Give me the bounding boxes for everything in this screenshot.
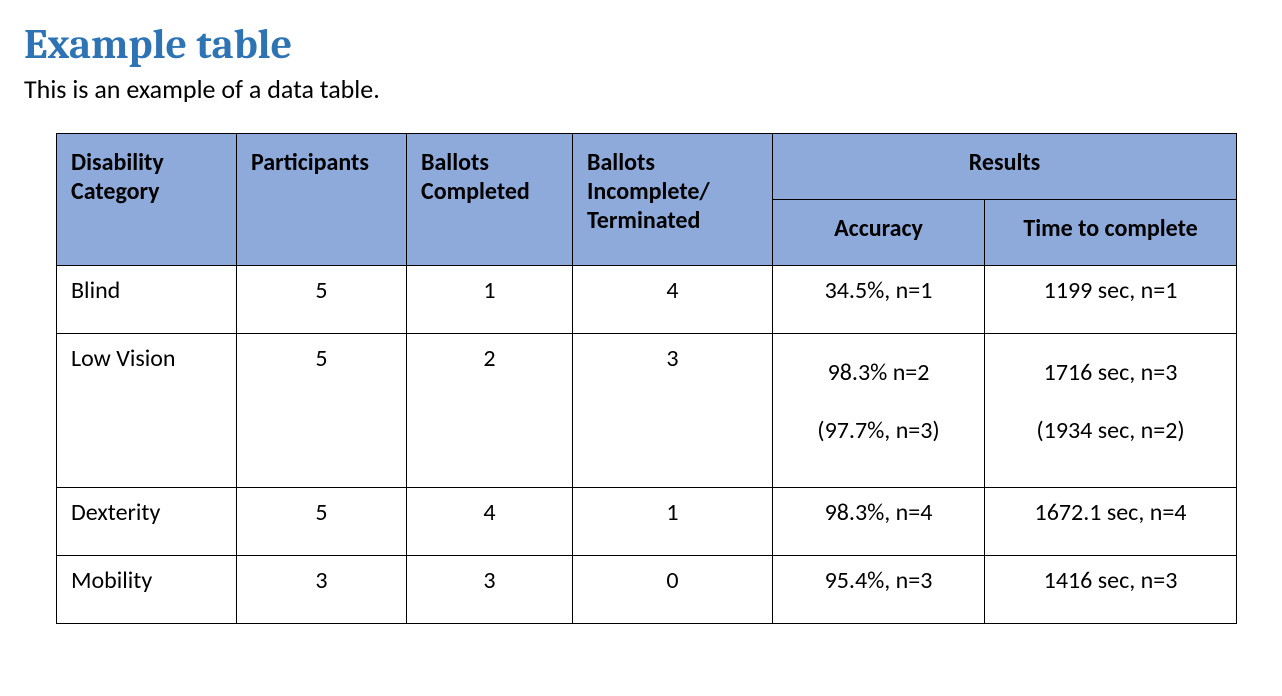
cell-accuracy: 95.4%, n=3 — [773, 556, 985, 624]
col-header-completed: Ballots Completed — [407, 134, 573, 266]
cell-time: 1199 sec, n=1 — [985, 266, 1237, 334]
table-row: Dexterity 5 4 1 98.3%, n=4 1672.1 sec, n… — [57, 488, 1237, 556]
table-row: Blind 5 1 4 34.5%, n=1 1199 sec, n=1 — [57, 266, 1237, 334]
cell-time: 1416 sec, n=3 — [985, 556, 1237, 624]
cell-category: Low Vision — [57, 334, 237, 488]
page-subtitle: This is an example of a data table. — [24, 73, 1258, 105]
col-header-time: Time to complete — [985, 200, 1237, 266]
cell-completed: 1 — [407, 266, 573, 334]
cell-category: Mobility — [57, 556, 237, 624]
table-row: Low Vision 5 2 3 98.3% n=2(97.7%, n=3) 1… — [57, 334, 1237, 488]
page-heading: Example table — [24, 20, 1258, 69]
cell-incomplete: 0 — [573, 556, 773, 624]
cell-time: 1672.1 sec, n=4 — [985, 488, 1237, 556]
table-body: Blind 5 1 4 34.5%, n=1 1199 sec, n=1 Low… — [57, 266, 1237, 624]
col-header-accuracy: Accuracy — [773, 200, 985, 266]
cell-incomplete: 3 — [573, 334, 773, 488]
cell-completed: 4 — [407, 488, 573, 556]
cell-incomplete: 4 — [573, 266, 773, 334]
table-row: Mobility 3 3 0 95.4%, n=3 1416 sec, n=3 — [57, 556, 1237, 624]
col-header-results: Results — [773, 134, 1237, 200]
table-header-row-1: Disability Category Participants Ballots… — [57, 134, 1237, 200]
cell-accuracy: 98.3%, n=4 — [773, 488, 985, 556]
cell-time: 1716 sec, n=3(1934 sec, n=2) — [985, 334, 1237, 488]
cell-incomplete: 1 — [573, 488, 773, 556]
cell-accuracy: 34.5%, n=1 — [773, 266, 985, 334]
cell-completed: 3 — [407, 556, 573, 624]
cell-participants: 5 — [237, 334, 407, 488]
col-header-category: Disability Category — [57, 134, 237, 266]
cell-accuracy: 98.3% n=2(97.7%, n=3) — [773, 334, 985, 488]
cell-category: Blind — [57, 266, 237, 334]
cell-participants: 5 — [237, 266, 407, 334]
col-header-incomplete: Ballots Incomplete/ Terminated — [573, 134, 773, 266]
cell-category: Dexterity — [57, 488, 237, 556]
cell-participants: 5 — [237, 488, 407, 556]
data-table: Disability Category Participants Ballots… — [56, 133, 1237, 624]
cell-completed: 2 — [407, 334, 573, 488]
col-header-participants: Participants — [237, 134, 407, 266]
cell-participants: 3 — [237, 556, 407, 624]
